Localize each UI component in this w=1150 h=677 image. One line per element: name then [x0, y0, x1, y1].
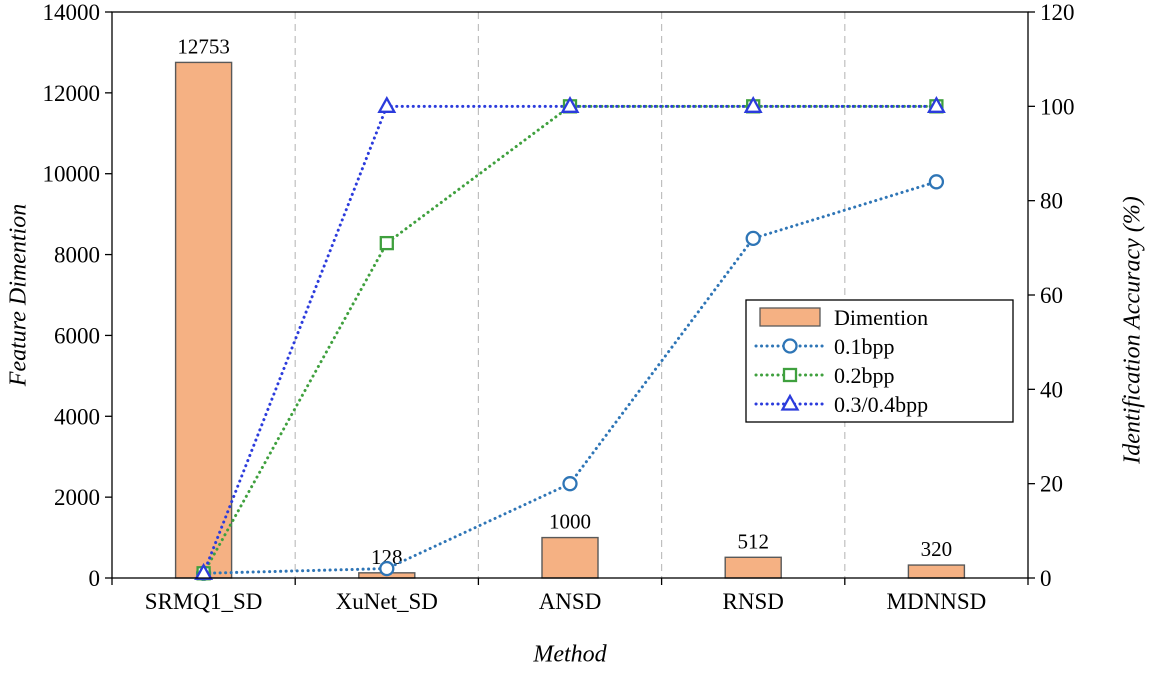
right-tick-label: 0 — [1040, 566, 1052, 591]
legend-label: 0.2bpp — [834, 363, 895, 388]
left-tick-label: 4000 — [54, 404, 100, 429]
legend-label: 0.3/0.4bpp — [834, 392, 928, 417]
marker-circle-icon — [928, 174, 945, 190]
right-tick-label: 40 — [1040, 377, 1063, 402]
marker-circle-icon — [782, 338, 798, 354]
right-tick-label: 60 — [1040, 283, 1063, 308]
left-tick-label: 12000 — [43, 81, 101, 106]
right-tick-label: 80 — [1040, 189, 1063, 214]
left-tick-label: 8000 — [54, 243, 100, 268]
marker-circle-icon — [562, 476, 578, 492]
marker-triangle-icon — [743, 95, 763, 113]
bar-RNSD — [724, 556, 782, 579]
category-label: SRMQ1_SD — [145, 589, 263, 614]
marker-triangle-icon — [926, 95, 946, 113]
marker-square-icon — [379, 235, 394, 251]
left-tick-label: 10000 — [43, 162, 101, 187]
x-axis-title: Method — [533, 641, 607, 668]
line-0.3/0.4bpp — [202, 104, 938, 575]
bar-value-label: 320 — [921, 537, 953, 561]
left-tick-label: 14000 — [43, 0, 101, 25]
right-axis-title: Identification Accuracy (%) — [1119, 196, 1146, 464]
legend-label: Dimention — [834, 305, 928, 330]
left-tick-label: 2000 — [54, 485, 100, 510]
bar-value-label: 12753 — [177, 34, 230, 58]
category-label: ANSD — [539, 589, 602, 614]
marker-square-icon — [782, 367, 798, 383]
right-tick-label: 100 — [1040, 94, 1075, 119]
category-label: MDNNSD — [887, 589, 987, 614]
legend-swatch-bar — [759, 307, 821, 327]
right-tick-label: 120 — [1040, 0, 1075, 25]
marker-triangle-icon — [560, 95, 580, 113]
bar-value-label: 1000 — [549, 510, 591, 534]
legend-label: 0.1bpp — [834, 334, 895, 359]
bar-value-label: 512 — [737, 529, 769, 553]
left-tick-label: 6000 — [54, 323, 100, 348]
bar-MDNNSD — [907, 564, 966, 579]
marker-circle-icon — [745, 230, 761, 247]
marker-triangle-icon — [194, 562, 214, 580]
marker-triangle-icon — [780, 393, 800, 411]
category-label: XuNet_SD — [336, 589, 438, 614]
marker-triangle-icon — [377, 95, 397, 113]
category-label: RNSD — [723, 589, 784, 614]
left-axis-title: Feature Dimention — [5, 203, 32, 387]
left-tick-label: 0 — [89, 566, 101, 591]
bar-SRMQ1_SD — [174, 61, 233, 579]
right-tick-label: 20 — [1040, 472, 1063, 497]
marker-circle-icon — [379, 560, 395, 577]
bar-ANSD — [541, 536, 599, 579]
